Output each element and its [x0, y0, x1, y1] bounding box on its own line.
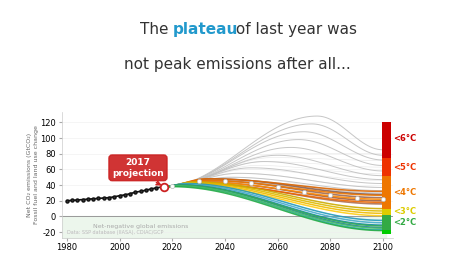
Text: <5°C: <5°C — [393, 163, 417, 171]
Text: The: The — [140, 22, 173, 37]
Text: <4°C: <4°C — [393, 188, 417, 197]
Text: <2°C: <2°C — [393, 218, 417, 227]
Text: Data: SSP database (IIASA), CDIAC/GCP: Data: SSP database (IIASA), CDIAC/GCP — [67, 230, 163, 235]
Text: not peak emissions after all...: not peak emissions after all... — [124, 57, 350, 72]
Text: plateau: plateau — [173, 22, 238, 37]
Text: of last year was: of last year was — [231, 22, 357, 37]
Text: 2017
projection: 2017 projection — [112, 158, 164, 185]
Text: <3°C: <3°C — [393, 207, 417, 216]
Text: Net-negative global emissions: Net-negative global emissions — [93, 224, 189, 229]
Text: <6°C: <6°C — [393, 134, 417, 143]
Y-axis label: Net CO₂ emissions (GtCO₂)
Fossil fuel and land use change: Net CO₂ emissions (GtCO₂) Fossil fuel an… — [27, 125, 39, 224]
